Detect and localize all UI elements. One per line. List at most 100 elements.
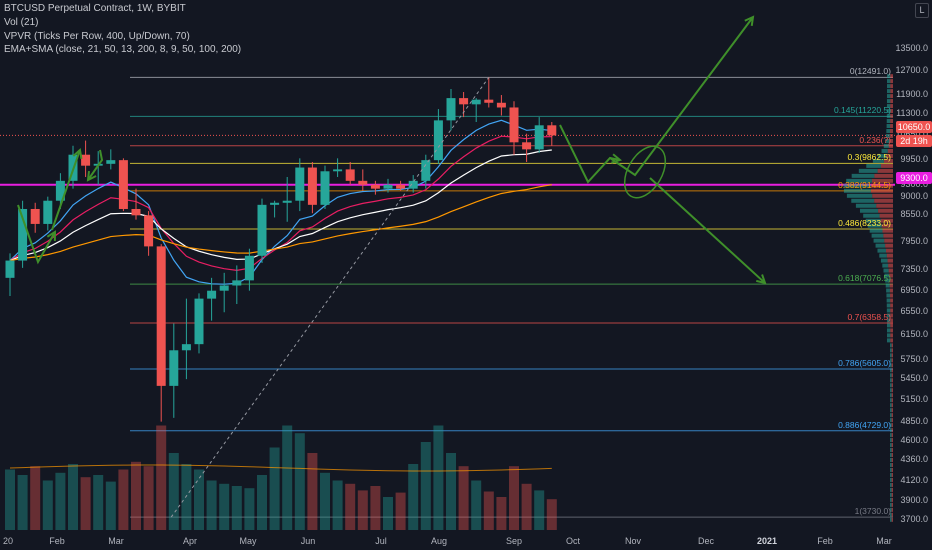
volume-bar bbox=[68, 464, 78, 530]
vpvr-bar-down bbox=[877, 168, 893, 173]
vpvr-bar-up bbox=[885, 283, 890, 288]
volume-bar bbox=[105, 481, 116, 530]
candle-body bbox=[320, 171, 330, 205]
y-tick-label: 8550.0 bbox=[900, 209, 928, 220]
vpvr-bar-up bbox=[885, 133, 890, 138]
x-tick-label: Nov bbox=[624, 536, 642, 546]
candle-body bbox=[295, 167, 305, 201]
candle-body bbox=[396, 184, 406, 189]
vpvr-bar-down bbox=[891, 433, 893, 438]
drawn-arrow-down-target-head bbox=[756, 274, 767, 285]
vpvr-bar-up bbox=[886, 313, 891, 318]
volume-bar bbox=[320, 472, 330, 530]
x-tick-label: Feb bbox=[817, 536, 833, 546]
ema-sma-indicator-label[interactable]: EMA+SMA (close, 21, 50, 13, 200, 8, 9, 5… bbox=[4, 44, 242, 55]
vpvr-bar-down bbox=[890, 124, 893, 129]
volume-bar bbox=[55, 472, 66, 530]
vpvr-bar-down bbox=[887, 258, 893, 263]
vpvr-bar-down bbox=[889, 278, 893, 283]
log-scale-button[interactable]: L bbox=[915, 3, 929, 18]
candle-body bbox=[18, 208, 28, 261]
vpvr-bar-down bbox=[872, 193, 893, 198]
vpvr-bar-down bbox=[890, 104, 893, 109]
highlight-price-tag: 9300.0 bbox=[896, 172, 932, 184]
vpvr-bar-up bbox=[886, 128, 891, 133]
volume-bar bbox=[546, 499, 557, 530]
candle-body bbox=[307, 167, 317, 205]
vpvr-bar-up bbox=[890, 383, 892, 388]
y-tick-label: 9950.0 bbox=[900, 154, 928, 165]
vpvr-bar-up bbox=[890, 462, 892, 467]
y-tick-label: 6550.0 bbox=[900, 306, 928, 317]
vpvr-bar-up bbox=[872, 158, 884, 163]
vpvr-bar-up bbox=[890, 512, 892, 517]
ema-21-line bbox=[9, 149, 552, 262]
volume-indicator-label[interactable]: Vol (21) bbox=[4, 17, 39, 28]
volume-ma-line bbox=[9, 464, 552, 472]
vpvr-bar-up bbox=[890, 438, 892, 443]
y-tick-label: 11900.0 bbox=[896, 89, 928, 100]
vpvr-indicator-label[interactable]: VPVR (Ticks Per Row, 400, Up/Down, 70) bbox=[4, 31, 190, 42]
vpvr-bar-down bbox=[891, 383, 893, 388]
candle-body bbox=[257, 204, 267, 256]
drawn-arrow-up-target bbox=[609, 16, 754, 177]
ema-8-line bbox=[9, 119, 552, 285]
vpvr-bar-up bbox=[886, 298, 891, 303]
vpvr-bar-up bbox=[890, 423, 892, 428]
y-tick-label: 11300.0 bbox=[896, 107, 928, 118]
vpvr-bar-up bbox=[883, 268, 889, 273]
vpvr-bar-down bbox=[891, 398, 893, 403]
vpvr-bar-up bbox=[881, 148, 888, 153]
volume-bar bbox=[206, 480, 217, 530]
drawn-ellipse bbox=[623, 145, 667, 199]
drawn-arrow-down-left-head bbox=[46, 230, 57, 242]
vpvr-bar-up bbox=[875, 243, 886, 248]
vpvr-bar-up bbox=[886, 84, 891, 89]
y-tick-label: 4600.0 bbox=[900, 434, 928, 445]
candle-body bbox=[534, 125, 544, 150]
volume-bar bbox=[433, 425, 444, 530]
candle-body bbox=[383, 184, 393, 189]
vpvr-bar-down bbox=[890, 84, 893, 89]
vpvr-bar-up bbox=[886, 109, 891, 114]
volume-bar bbox=[118, 469, 129, 530]
vpvr-bar-up bbox=[886, 119, 891, 124]
vpvr-bar-up bbox=[871, 233, 884, 238]
volume-bar bbox=[30, 466, 41, 530]
y-tick-label: 7350.0 bbox=[900, 264, 928, 275]
candle-body bbox=[370, 184, 380, 189]
vpvr-bar-up bbox=[890, 453, 892, 458]
candle-body bbox=[408, 180, 418, 189]
candle-body bbox=[131, 208, 141, 216]
x-tick-label: Mar bbox=[108, 536, 124, 546]
vpvr-bar-up bbox=[877, 248, 887, 253]
vpvr-bar-up bbox=[890, 467, 892, 472]
x-tick-label: Mar bbox=[876, 536, 892, 546]
vpvr-bar-up bbox=[889, 348, 892, 353]
candle-body bbox=[181, 344, 191, 351]
candle-body bbox=[106, 160, 116, 164]
vpvr-bar-up bbox=[882, 263, 889, 268]
vpvr-bar-up bbox=[855, 203, 877, 208]
volume-bar bbox=[294, 433, 305, 530]
ema-50-line bbox=[9, 184, 552, 262]
volume-bar bbox=[458, 466, 469, 530]
volume-bar bbox=[370, 486, 381, 530]
candle-body bbox=[421, 160, 431, 181]
y-tick-label: 3700.0 bbox=[900, 514, 928, 525]
candle-body bbox=[5, 260, 15, 278]
fib-level-label: 1(3730.0) bbox=[854, 506, 891, 517]
vpvr-bar-up bbox=[859, 208, 879, 213]
candle-body bbox=[484, 99, 494, 103]
vpvr-bar-up bbox=[890, 458, 892, 463]
vpvr-bar-up bbox=[886, 74, 891, 79]
vpvr-bar-up bbox=[886, 99, 891, 104]
vpvr-bar-down bbox=[886, 248, 893, 253]
vpvr-bar-down bbox=[891, 423, 893, 428]
vpvr-bar-up bbox=[890, 378, 892, 383]
volume-bar bbox=[496, 497, 507, 530]
x-tick-label: Apr bbox=[182, 536, 198, 546]
volume-bar bbox=[194, 469, 204, 530]
x-tick-label: Dec bbox=[697, 536, 715, 546]
